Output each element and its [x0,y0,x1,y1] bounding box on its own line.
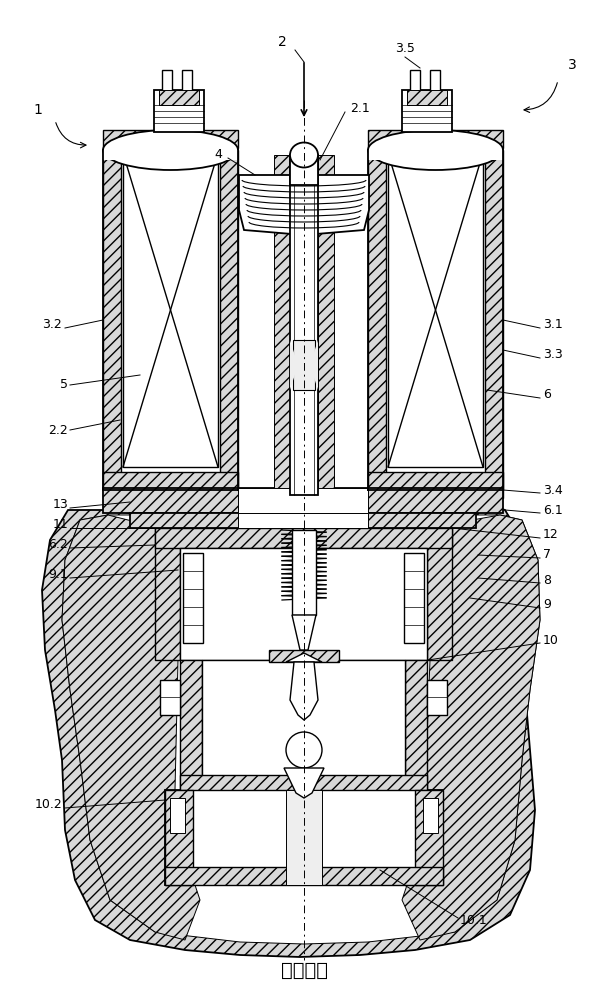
Ellipse shape [368,130,503,170]
Bar [130,513,476,528]
Bar [103,150,238,160]
Bar [203,153,218,467]
Bar [155,528,180,660]
Bar [407,90,447,105]
Polygon shape [239,175,369,235]
Bar [427,680,447,715]
Polygon shape [62,515,200,940]
Polygon shape [290,340,298,390]
Text: 10.2: 10.2 [34,798,62,812]
Text: 5: 5 [60,378,68,391]
Bar [180,775,427,790]
Text: 10.1: 10.1 [460,914,488,926]
Bar [427,528,452,660]
Bar [180,548,427,660]
Polygon shape [286,653,322,662]
Polygon shape [290,662,318,720]
Bar [154,90,204,132]
Text: 9: 9 [543,598,551,611]
Bar [286,790,322,885]
Bar [368,150,503,160]
Bar [290,155,318,185]
Polygon shape [310,340,318,390]
Text: 10: 10 [543,634,559,647]
Text: 6.2: 6.2 [48,538,68,552]
Polygon shape [62,515,540,944]
Text: 3.5: 3.5 [395,41,415,54]
Text: 3.3: 3.3 [543,349,563,361]
Text: 11: 11 [52,518,68,532]
Text: 2: 2 [277,35,287,49]
Polygon shape [284,768,324,798]
Bar [123,153,218,467]
Polygon shape [103,150,121,490]
Bar [103,130,238,148]
Bar [165,790,443,885]
Bar [402,90,452,132]
Bar [162,70,172,92]
Bar [269,650,339,662]
Bar [170,798,185,833]
Bar [180,660,202,790]
Text: 6.1: 6.1 [543,504,563,516]
Text: 2.1: 2.1 [350,102,370,114]
Bar [292,530,316,615]
Polygon shape [485,150,503,490]
Bar [165,867,443,885]
Bar [159,90,199,105]
Text: 3.2: 3.2 [42,318,62,332]
Text: 6: 6 [543,388,551,401]
Bar [274,155,290,495]
Bar [410,70,420,92]
Bar [182,70,192,92]
Polygon shape [292,615,316,650]
Polygon shape [220,150,238,490]
Bar [368,472,503,498]
Text: 3.1: 3.1 [543,318,563,332]
Bar [388,153,483,467]
Text: 13: 13 [52,498,68,512]
Text: 3: 3 [568,58,577,72]
Bar [430,70,440,92]
Bar [405,660,427,790]
Bar [388,153,403,467]
Polygon shape [402,515,540,940]
Bar [318,155,334,495]
Bar [103,488,503,513]
Text: 7: 7 [543,548,551,562]
Bar [123,153,138,467]
Bar [238,513,368,528]
Text: 现有技术: 现有技术 [280,960,328,980]
Text: 4: 4 [214,148,222,161]
Polygon shape [42,505,535,957]
Bar [293,340,315,390]
Polygon shape [368,150,386,490]
Bar [423,798,438,833]
Bar [103,472,238,498]
Bar [290,155,318,495]
Text: 8: 8 [543,574,551,586]
Bar [415,790,443,885]
Bar [160,680,180,715]
Bar [202,660,405,790]
Bar [468,153,483,467]
Bar [155,528,452,548]
Text: 2.2: 2.2 [48,424,68,436]
Bar [368,130,503,148]
Text: 12: 12 [543,528,559,542]
Bar [404,553,424,643]
Text: 1: 1 [33,103,42,117]
Text: 9.1: 9.1 [48,568,68,582]
Text: 3.4: 3.4 [543,484,563,496]
Circle shape [286,732,322,768]
Ellipse shape [290,142,318,167]
Bar [165,790,193,885]
Bar [183,553,203,643]
Ellipse shape [103,130,238,170]
Bar [238,488,368,513]
